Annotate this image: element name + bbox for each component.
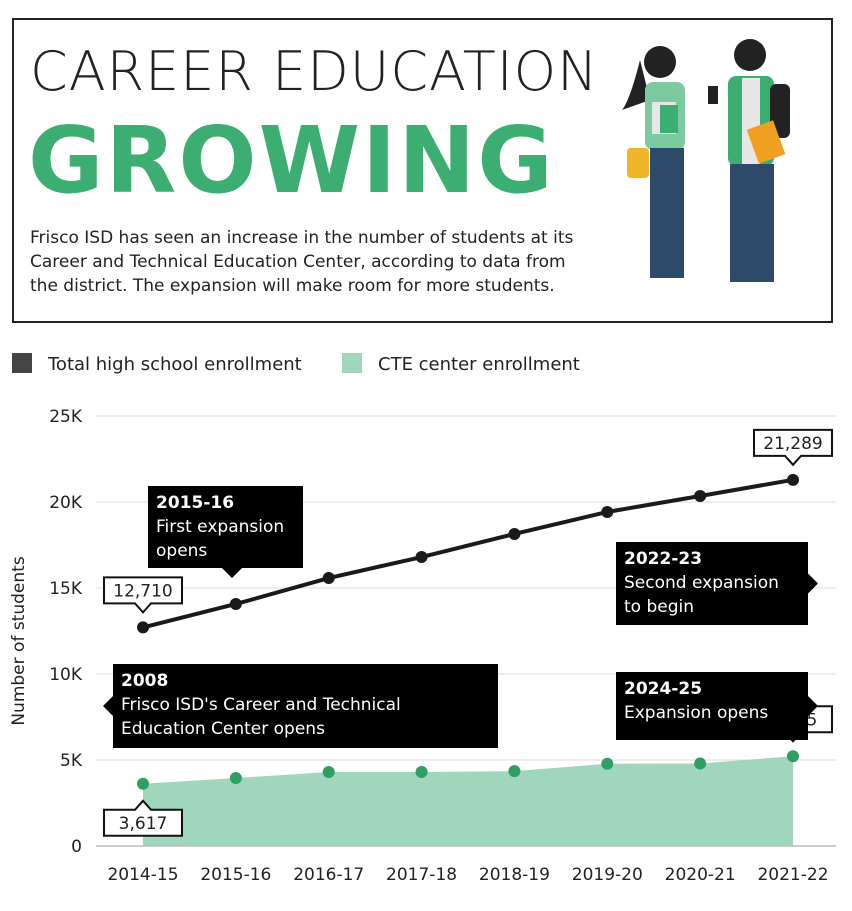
y-tick-label: 15K bbox=[49, 579, 83, 599]
description: Career and Technical Education Center, a… bbox=[30, 252, 566, 272]
header-box bbox=[12, 18, 833, 323]
annotation-text: Second expansion bbox=[624, 573, 779, 593]
point bbox=[601, 505, 614, 518]
annotation-title: 2015-16 bbox=[156, 493, 234, 513]
annotation-text: opens bbox=[156, 541, 207, 561]
x-tick-label: 2020-21 bbox=[665, 865, 736, 885]
legend-swatch bbox=[342, 353, 362, 373]
point bbox=[787, 473, 799, 486]
y-tick-label: 5K bbox=[60, 751, 83, 771]
annotation-text: to begin bbox=[624, 597, 694, 617]
x-tick-label: 2018-19 bbox=[479, 865, 550, 885]
illustration bbox=[622, 39, 790, 282]
point bbox=[601, 757, 614, 770]
annotation-text: First expansion bbox=[156, 517, 284, 537]
point bbox=[229, 772, 242, 785]
point bbox=[508, 765, 521, 778]
legend-label: CTE center enrollment bbox=[378, 354, 580, 375]
point bbox=[415, 551, 428, 564]
value-label-box bbox=[103, 576, 183, 614]
legend-label: Total high school enrollment bbox=[47, 354, 302, 375]
title: CAREER EDUCATION bbox=[30, 40, 599, 103]
y-tick-label: 0 bbox=[71, 837, 82, 857]
annotation-title: 2022-23 bbox=[624, 549, 702, 569]
annotation-text: Expansion opens bbox=[624, 703, 768, 723]
annotation-box bbox=[148, 486, 303, 578]
point bbox=[694, 757, 707, 770]
x-tick-label: 2021-22 bbox=[757, 865, 828, 885]
annotation-title: 2024-25 bbox=[624, 679, 702, 699]
value-label: 3,617 bbox=[119, 814, 168, 834]
headline: GROWING bbox=[28, 107, 555, 214]
description: Frisco ISD has seen an increase in the n… bbox=[30, 228, 573, 248]
point bbox=[322, 572, 335, 585]
point bbox=[508, 527, 521, 540]
x-tick-label: 2017-18 bbox=[386, 865, 457, 885]
point bbox=[415, 766, 428, 779]
annotation-box bbox=[616, 542, 818, 625]
description: the district. The expansion will make ro… bbox=[30, 276, 555, 296]
annotation-box bbox=[103, 664, 498, 748]
value-label-box bbox=[753, 428, 833, 467]
annotation-text: Frisco ISD's Career and Technical bbox=[121, 695, 401, 715]
annotation-title: 2008 bbox=[121, 671, 168, 691]
x-tick-label: 2016-17 bbox=[293, 865, 364, 885]
legend-swatch bbox=[12, 353, 32, 373]
value-label: 21,289 bbox=[763, 434, 822, 454]
value-label: 12,710 bbox=[113, 581, 172, 601]
x-tick-label: 2014-15 bbox=[107, 865, 178, 885]
line bbox=[142, 477, 794, 630]
point bbox=[694, 489, 707, 502]
point bbox=[229, 597, 242, 610]
x-tick-label: 2015-16 bbox=[200, 865, 271, 885]
point bbox=[787, 750, 799, 763]
y-tick-label: 10K bbox=[49, 665, 83, 685]
point bbox=[137, 621, 149, 634]
y-tick-label: 20K bbox=[49, 493, 83, 513]
annotation-box bbox=[616, 672, 818, 740]
annotation-text: Education Center opens bbox=[121, 719, 325, 739]
y-tick-label: 25K bbox=[49, 407, 83, 427]
x-tick-label: 2019-20 bbox=[572, 865, 643, 885]
area bbox=[143, 756, 793, 846]
value-label-box bbox=[103, 799, 183, 837]
point bbox=[322, 766, 335, 779]
y-axis-label: Number of students bbox=[9, 556, 29, 725]
point bbox=[137, 777, 149, 790]
